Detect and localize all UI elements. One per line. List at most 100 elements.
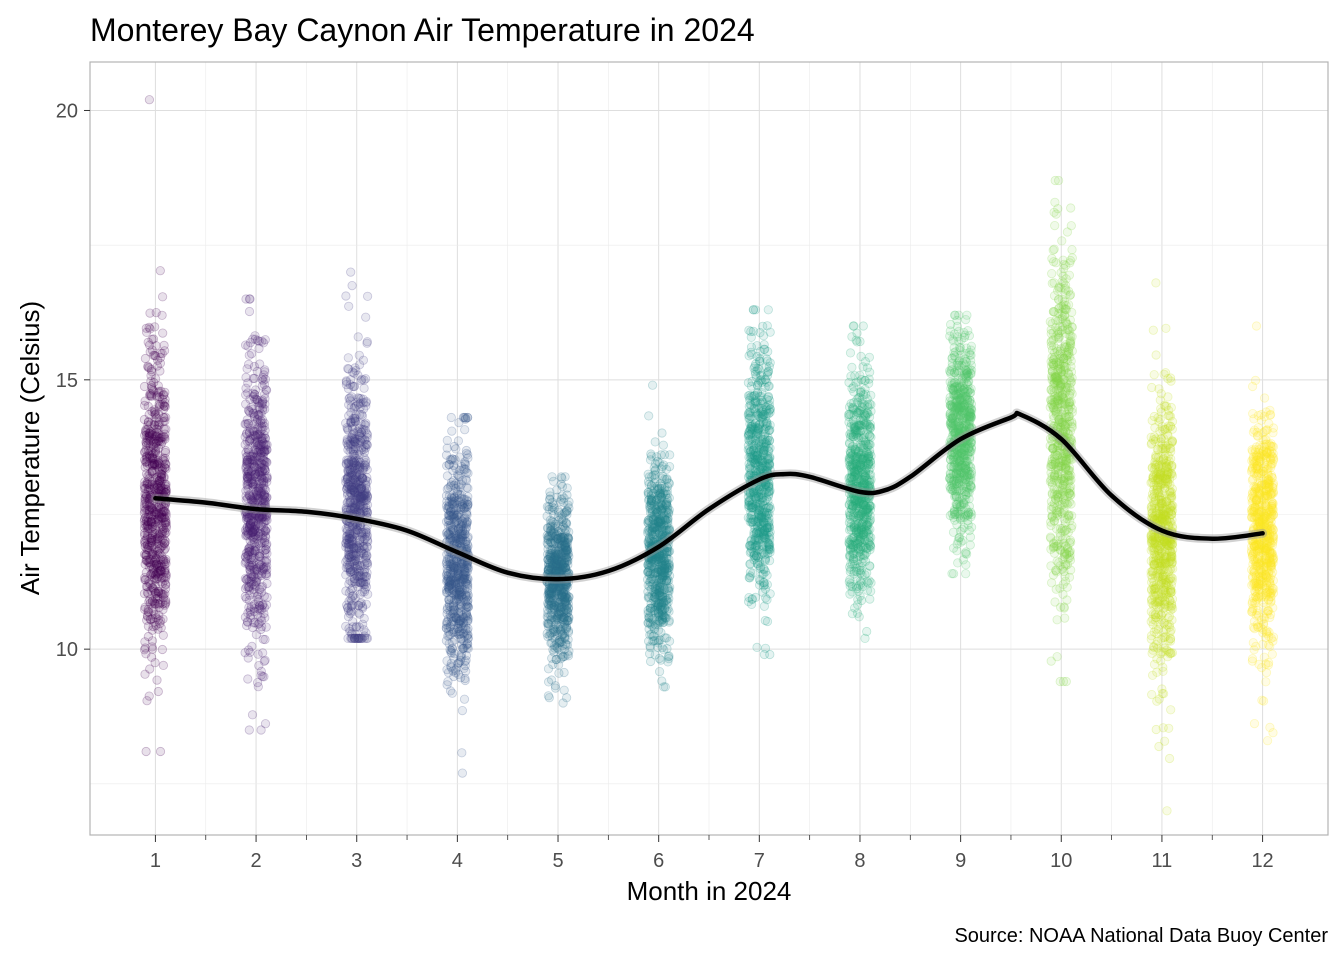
data-point xyxy=(155,746,166,757)
data-point xyxy=(148,453,158,463)
data-point xyxy=(143,401,153,411)
data-point xyxy=(447,499,457,509)
data-point xyxy=(152,413,162,423)
data-point xyxy=(145,453,155,464)
data-point xyxy=(446,619,456,629)
data-point xyxy=(154,464,164,474)
data-point xyxy=(443,570,453,580)
data-point xyxy=(154,586,164,597)
data-point xyxy=(150,460,160,470)
data-point xyxy=(155,566,165,576)
data-point xyxy=(154,476,164,486)
data-point xyxy=(648,523,658,534)
data-point xyxy=(149,458,159,469)
data-point xyxy=(160,518,170,528)
data-point xyxy=(148,547,158,557)
data-point xyxy=(759,601,770,611)
data-point xyxy=(658,440,669,450)
data-point xyxy=(253,619,263,629)
data-point xyxy=(153,533,163,544)
data-point xyxy=(160,487,170,498)
data-point xyxy=(745,517,755,527)
data-point xyxy=(152,529,162,539)
data-point xyxy=(160,453,170,463)
data-point xyxy=(454,608,464,618)
data-point xyxy=(151,508,161,518)
data-point xyxy=(148,440,158,450)
data-point xyxy=(150,658,160,668)
data-point xyxy=(243,378,253,388)
data-point xyxy=(150,544,160,554)
data-point xyxy=(254,447,264,457)
data-point xyxy=(152,571,162,582)
data-point xyxy=(760,549,770,560)
data-point xyxy=(149,408,159,418)
data-point xyxy=(352,482,362,492)
data-point xyxy=(347,280,357,291)
data-point xyxy=(150,350,160,360)
data-point xyxy=(152,519,162,529)
data-point xyxy=(643,593,653,603)
data-point xyxy=(258,634,268,644)
data-point xyxy=(145,507,155,517)
data-point xyxy=(147,479,157,490)
data-point xyxy=(154,502,164,512)
data-point xyxy=(656,565,666,575)
data-point xyxy=(152,574,162,584)
data-point xyxy=(244,306,255,317)
data-point xyxy=(560,639,571,649)
data-point xyxy=(143,542,153,553)
data-point xyxy=(151,438,161,448)
data-point xyxy=(141,426,151,436)
data-point xyxy=(148,527,158,537)
data-point xyxy=(555,624,566,635)
data-point xyxy=(158,484,169,494)
data-point xyxy=(153,458,163,468)
data-point xyxy=(559,533,569,543)
data-point xyxy=(145,614,155,624)
data-point xyxy=(148,436,159,447)
data-point xyxy=(251,385,261,395)
data-point xyxy=(346,408,356,418)
data-point xyxy=(341,379,351,390)
data-point xyxy=(142,479,152,490)
data-point xyxy=(447,426,457,436)
data-point xyxy=(148,449,158,459)
data-point xyxy=(457,748,467,758)
data-point xyxy=(447,644,457,654)
data-point xyxy=(743,431,753,441)
data-point xyxy=(157,579,167,589)
data-point xyxy=(156,541,166,551)
data-point xyxy=(161,597,171,607)
data-point xyxy=(154,510,164,520)
data-point xyxy=(154,610,164,620)
data-point xyxy=(146,549,156,559)
data-point xyxy=(151,588,161,598)
data-point xyxy=(753,447,764,458)
data-point xyxy=(141,452,152,462)
data-point xyxy=(143,424,153,434)
data-point xyxy=(146,391,156,401)
data-point xyxy=(253,485,263,495)
data-point xyxy=(143,589,153,599)
data-point xyxy=(161,481,171,491)
data-point xyxy=(447,559,457,569)
data-point xyxy=(146,491,156,501)
data-point xyxy=(157,470,167,480)
data-point xyxy=(140,494,150,504)
data-point xyxy=(150,514,160,524)
data-point xyxy=(457,705,467,716)
data-point xyxy=(159,538,170,549)
data-point xyxy=(156,519,166,530)
data-point xyxy=(759,580,770,590)
data-point xyxy=(159,507,169,517)
data-point xyxy=(243,444,253,454)
data-point xyxy=(141,491,151,501)
data-point xyxy=(161,523,171,533)
data-point xyxy=(145,347,155,357)
data-point xyxy=(147,522,157,532)
data-point xyxy=(750,592,761,603)
data-point xyxy=(144,449,154,459)
data-point xyxy=(160,588,170,599)
